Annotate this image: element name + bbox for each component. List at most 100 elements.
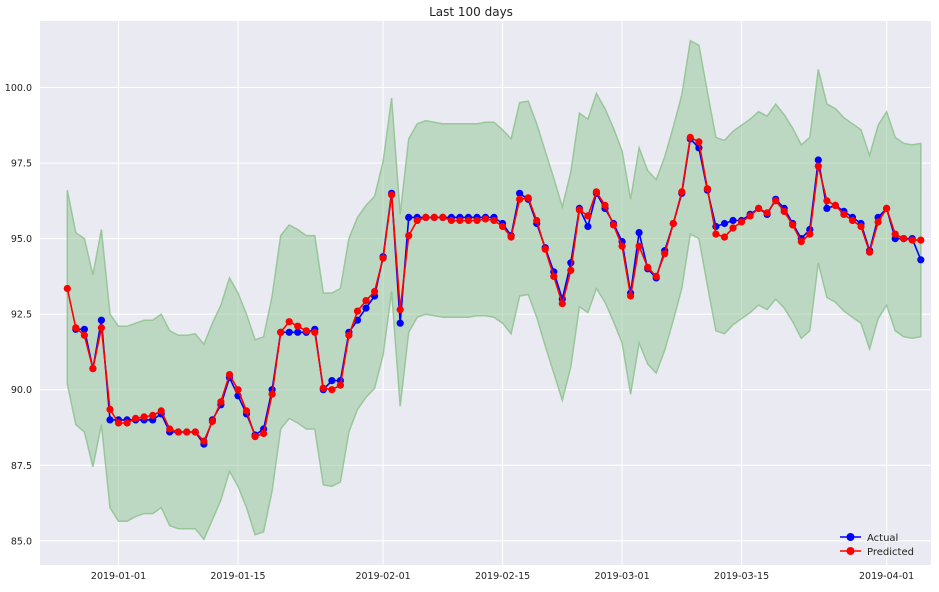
data-point-actual <box>396 319 404 327</box>
data-point-predicted <box>464 216 472 225</box>
data-point-predicted <box>379 254 387 262</box>
data-point-predicted <box>166 425 174 433</box>
data-point-predicted <box>609 221 618 229</box>
data-point-predicted <box>823 197 831 205</box>
data-point-predicted <box>149 411 157 419</box>
x-tick-label: 2019-01-01 <box>91 571 146 582</box>
data-point-actual <box>729 216 737 225</box>
data-point-actual <box>917 256 925 264</box>
data-point-predicted <box>874 218 882 226</box>
data-point-predicted <box>319 384 327 392</box>
data-point-predicted <box>883 204 891 212</box>
data-point-predicted <box>601 201 609 209</box>
data-point-predicted <box>729 224 737 232</box>
confidence-band-area <box>66 39 922 541</box>
data-point-actual <box>814 156 822 164</box>
data-point-predicted <box>345 331 353 339</box>
y-tick-label: 100.0 <box>5 83 32 94</box>
data-point-predicted <box>362 297 370 305</box>
data-point-predicted <box>106 405 114 413</box>
data-point-predicted <box>644 263 652 271</box>
data-point-predicted <box>695 138 703 146</box>
data-point-predicted <box>567 266 575 274</box>
legend-actual-marker <box>846 533 855 541</box>
data-point-predicted <box>678 188 686 196</box>
legend-predicted-marker <box>846 547 855 555</box>
data-point-predicted <box>260 429 268 438</box>
y-tick-label: 97.5 <box>11 159 32 170</box>
data-point-predicted <box>353 307 362 315</box>
series-lines <box>63 133 925 448</box>
x-tick-label: 2019-03-15 <box>714 571 769 582</box>
tick-labels: 85.0 87.5 90.0 92.5 95.0 97.5 100.0 2019-01-01 2… <box>5 83 914 582</box>
data-point-actual <box>328 377 336 385</box>
data-point-predicted <box>456 216 464 225</box>
data-point-predicted <box>422 213 430 221</box>
data-point-actual <box>362 304 370 312</box>
data-point-predicted <box>669 219 677 228</box>
data-point-predicted <box>63 284 71 293</box>
data-point-predicted <box>97 324 105 332</box>
data-point-predicted <box>516 195 524 203</box>
chart-title: Last 100 days <box>429 5 513 19</box>
x-tick-label: 2019-02-01 <box>355 571 410 582</box>
data-point-predicted <box>840 210 848 218</box>
data-point-predicted <box>780 207 788 215</box>
data-point-predicted <box>575 206 584 214</box>
data-point-predicted <box>848 216 857 225</box>
data-point-predicted <box>481 215 490 223</box>
legend-predicted-label: Predicted <box>867 547 914 558</box>
data-point-predicted <box>191 428 199 436</box>
data-point-predicted <box>439 213 447 221</box>
data-point-predicted <box>473 216 481 225</box>
x-tick-label: 2019-01-15 <box>210 571 265 582</box>
y-tick-label: 92.5 <box>11 310 32 321</box>
data-point-predicted <box>831 201 840 209</box>
data-point-predicted <box>703 185 712 193</box>
data-point-predicted <box>371 287 379 296</box>
data-point-predicted <box>550 272 558 280</box>
data-point-predicted <box>592 188 601 196</box>
data-point-predicted <box>712 230 720 238</box>
data-point-predicted <box>814 162 822 170</box>
data-point-predicted <box>413 216 421 225</box>
data-point-predicted <box>388 191 396 199</box>
data-point-predicted <box>917 236 925 244</box>
data-point-predicted <box>789 221 797 229</box>
data-point-predicted <box>311 328 319 336</box>
data-point-predicted <box>524 194 532 202</box>
data-point-predicted <box>200 437 208 445</box>
y-tick-label: 90.0 <box>11 385 32 396</box>
data-point-predicted <box>140 413 148 421</box>
data-point-predicted <box>772 197 780 205</box>
x-tick-label: 2019-02-15 <box>475 571 530 582</box>
data-point-predicted <box>123 419 131 427</box>
data-point-predicted <box>720 233 729 241</box>
data-point-predicted <box>268 390 276 398</box>
data-point-actual <box>405 213 413 221</box>
data-point-predicted <box>908 236 916 244</box>
y-tick-label: 95.0 <box>11 234 32 245</box>
data-point-actual <box>584 222 592 231</box>
data-point-predicted <box>891 230 899 238</box>
data-point-predicted <box>490 216 498 225</box>
data-point-actual <box>720 219 729 228</box>
data-point-predicted <box>430 213 438 221</box>
data-point-actual <box>97 316 105 324</box>
data-point-predicted <box>652 272 660 280</box>
legend-actual-label: Actual <box>867 533 898 544</box>
data-point-predicted <box>277 328 285 336</box>
data-point-predicted <box>157 407 165 415</box>
data-point-predicted <box>866 248 874 256</box>
data-point-predicted <box>328 386 336 394</box>
data-point-predicted <box>294 322 302 330</box>
y-tick-label: 87.5 <box>11 461 32 472</box>
data-point-predicted <box>627 292 635 300</box>
data-point-actual <box>285 328 293 336</box>
data-point-predicted <box>541 245 549 253</box>
data-point-predicted <box>857 222 865 231</box>
data-point-predicted <box>661 250 669 258</box>
data-point-actual <box>635 229 643 237</box>
